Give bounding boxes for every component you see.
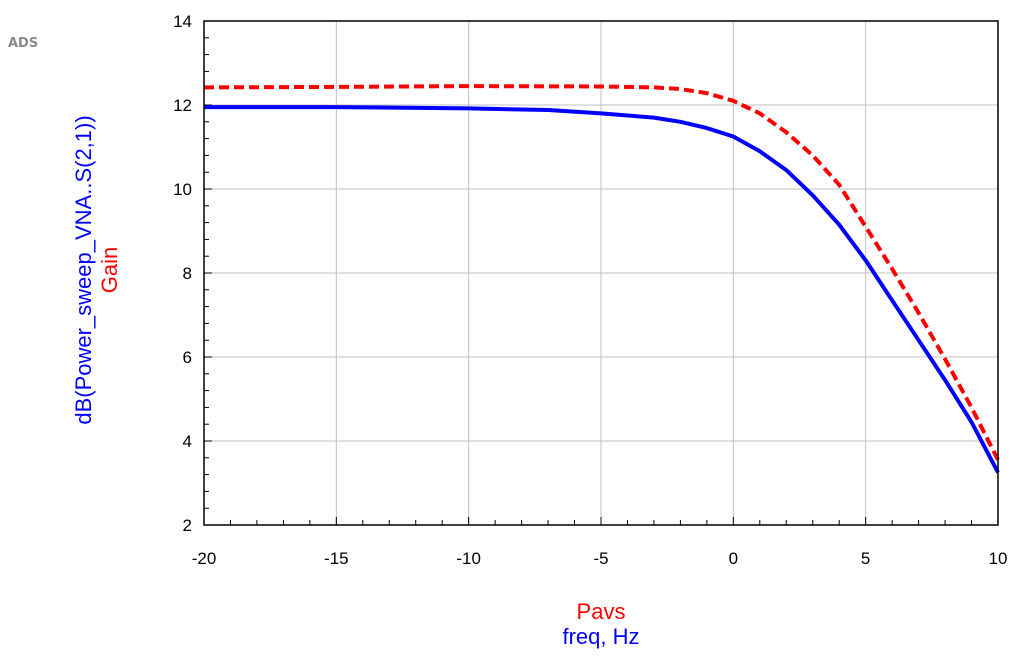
x-tick-label-1: -15	[324, 549, 349, 568]
y-tick-label-6: 14	[173, 12, 192, 31]
x-axis-title-line-1: freq, Hz	[562, 624, 639, 649]
y-tick-label-4: 10	[173, 180, 192, 199]
x-tick-label-2: -10	[456, 549, 481, 568]
y-axis-title-line-1: Gain	[97, 247, 122, 293]
y-tick-label-0: 2	[183, 516, 192, 535]
y-axis-title: dB(Power_sweep_VNA..S(2,1)) Gain	[71, 115, 122, 424]
x-tick-labels: -20 -15 -10 -5 0 5 10	[192, 549, 1008, 568]
plot-frame	[203, 20, 999, 526]
x-axis-title-line-0: Pavs	[577, 599, 626, 624]
series-line-0	[203, 84, 1000, 461]
x-tick-label-6: 10	[989, 549, 1008, 568]
y-tick-label-1: 4	[183, 432, 192, 451]
x-tick-label-5: 5	[861, 549, 870, 568]
series-line-1	[204, 105, 1000, 474]
series-layer	[203, 84, 1000, 474]
y-tick-label-3: 8	[183, 264, 192, 283]
x-tick-label-3: -5	[593, 549, 608, 568]
y-tick-label-2: 6	[183, 348, 192, 367]
app-label: ADS	[8, 36, 38, 51]
y-tick-label-5: 12	[173, 96, 192, 115]
grid	[203, 20, 999, 526]
y-tick-labels: 2 4 6 8 10 12 14	[173, 12, 192, 535]
x-tick-label-4: 0	[729, 549, 738, 568]
y-axis-title-line-0: dB(Power_sweep_VNA..S(2,1))	[71, 115, 96, 424]
x-tick-label-0: -20	[192, 549, 217, 568]
